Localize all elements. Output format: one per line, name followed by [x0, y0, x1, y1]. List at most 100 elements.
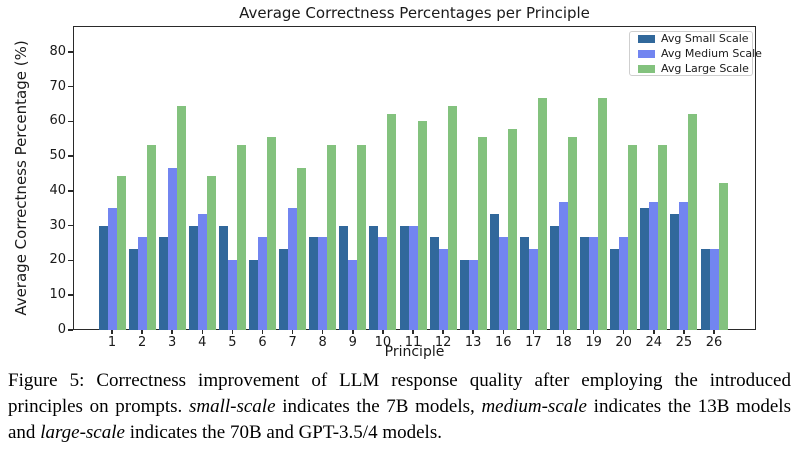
y-tick-mark	[68, 120, 73, 123]
x-tick-label: 6	[258, 335, 267, 350]
bar-principle-5-large	[236, 144, 246, 330]
x-tick-mark	[412, 330, 414, 334]
bar-principle-2-small	[128, 248, 138, 330]
y-tick-mark	[68, 50, 73, 53]
x-tick-label: 24	[645, 335, 663, 350]
y-tick-label: 40	[49, 182, 66, 198]
bar-principle-19-medium	[589, 237, 599, 330]
bar-principle-4-medium	[197, 214, 207, 330]
bar-principle-17-small	[519, 237, 529, 330]
y-tick-label: 0	[57, 322, 66, 337]
bar-principle-10-small	[369, 225, 379, 330]
bar-principle-13-small	[459, 260, 469, 330]
x-tick-label: 4	[198, 335, 207, 350]
x-tick-mark	[231, 330, 234, 334]
bar-principle-6-small	[249, 260, 258, 330]
x-tick-mark	[502, 330, 505, 334]
chart-legend: Avg Small Scale Avg Medium Scale Avg Large…	[629, 31, 762, 76]
caption-text: indicates the 70B and GPT-3.5/4 models.	[124, 422, 442, 444]
bar-principle-11-medium	[408, 225, 418, 330]
bar-principle-18-medium	[559, 202, 568, 330]
bar-principle-26-large	[718, 183, 728, 330]
y-tick-label: 10	[49, 287, 66, 303]
x-tick-mark	[321, 330, 324, 334]
y-tick-mark	[68, 190, 73, 192]
caption-italic-term: small-scale	[188, 396, 276, 418]
bar-principle-24-small	[640, 208, 650, 330]
legend-swatch-large	[638, 64, 655, 73]
x-tick-mark	[713, 330, 715, 334]
x-tick-label: 9	[348, 335, 357, 350]
y-tick-mark	[68, 259, 73, 262]
bar-principle-26-small	[700, 248, 710, 330]
bar-principle-5-small	[218, 225, 228, 330]
x-tick-label: 19	[585, 335, 602, 350]
y-tick-mark	[68, 85, 73, 88]
bar-principle-11-large	[417, 121, 427, 330]
bar-principle-9-large	[357, 144, 367, 330]
y-tick-mark	[68, 155, 73, 157]
legend-item-large: Avg Large Scale	[638, 62, 752, 75]
bar-principle-25-medium	[679, 202, 689, 330]
bar-principle-24-large	[658, 144, 668, 330]
bar-principle-10-large	[387, 113, 397, 330]
bar-principle-4-large	[206, 175, 216, 330]
axes-ticks-layer: 0 10 20 30 40 50 60 70 80 1 2 3 4 5 6 7 8 9 10 11 12 13 16 17 18…	[49, 26, 756, 350]
x-tick-mark	[442, 330, 444, 334]
x-tick-label: 10	[374, 335, 392, 350]
bar-principle-20-small	[610, 248, 620, 330]
x-tick-label: 3	[168, 335, 177, 350]
x-tick-label: 7	[288, 335, 297, 350]
bar-principle-10-medium	[378, 237, 388, 330]
bar-principle-9-small	[339, 225, 349, 330]
bar-principle-16-medium	[498, 237, 508, 330]
bar-principle-24-medium	[649, 202, 659, 330]
legend-label-large: Avg Large Scale	[661, 62, 749, 75]
x-tick-label: 5	[228, 335, 237, 350]
x-tick-mark	[261, 330, 264, 334]
bar-principle-13-medium	[468, 260, 478, 330]
bar-principle-5-medium	[227, 260, 237, 330]
x-tick-mark	[532, 330, 535, 334]
y-tick-mark	[68, 329, 73, 331]
bar-principle-2-medium	[137, 237, 147, 330]
bar-principle-3-medium	[167, 167, 177, 330]
legend-label-medium: Avg Medium Scale	[661, 47, 762, 60]
x-tick-mark	[352, 330, 354, 334]
y-tick-label: 30	[49, 217, 66, 233]
bar-principle-11-small	[399, 225, 409, 330]
x-tick-label: 17	[525, 335, 542, 350]
caption-italic-term: medium-scale	[481, 396, 587, 418]
y-tick-label: 60	[49, 113, 66, 129]
x-tick-label: 8	[318, 335, 327, 350]
y-tick-label: 70	[49, 78, 66, 94]
x-tick-mark	[683, 330, 685, 334]
chart-title: Average Correctness Percentages per Prin…	[239, 4, 590, 22]
x-tick-mark	[382, 330, 384, 334]
bar-principle-1-medium	[107, 208, 117, 330]
caption-italic-term: large-scale	[40, 422, 125, 444]
bar-chart: Average Correctness Percentages per Prin…	[12, 4, 762, 360]
y-tick-mark	[68, 294, 73, 296]
legend-swatch-small	[638, 34, 655, 43]
x-tick-label: 13	[464, 335, 482, 350]
x-tick-label: 18	[555, 335, 572, 350]
bar-principle-26-medium	[709, 248, 719, 330]
x-tick-mark	[291, 330, 294, 334]
bar-principle-16-small	[489, 214, 499, 330]
x-tick-label: 26	[705, 335, 723, 350]
bar-principle-3-large	[176, 106, 186, 330]
bar-principle-8-large	[327, 144, 337, 330]
bar-principle-13-large	[477, 136, 487, 330]
figure-caption: Figure 5: Correctness improvement of LLM…	[8, 368, 791, 446]
bar-principle-20-large	[628, 144, 638, 330]
bar-principle-1-small	[98, 225, 108, 330]
caption-text: indicates the 13B models and	[8, 396, 791, 444]
x-tick-mark	[562, 330, 565, 334]
x-tick-mark	[171, 330, 173, 334]
bar-principle-19-large	[598, 98, 608, 330]
bar-principle-9-medium	[348, 260, 358, 330]
bars-layer	[73, 26, 756, 330]
bar-principle-17-large	[537, 98, 547, 330]
